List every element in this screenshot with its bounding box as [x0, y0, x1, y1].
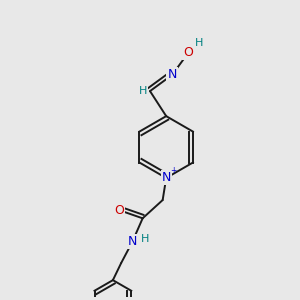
Text: H: H	[195, 38, 204, 47]
Text: N: N	[167, 68, 177, 81]
Text: N: N	[128, 236, 137, 248]
Text: O: O	[183, 46, 193, 59]
Text: H: H	[140, 234, 149, 244]
Text: N: N	[161, 172, 171, 184]
Text: +: +	[170, 167, 176, 176]
Text: O: O	[114, 204, 124, 218]
Text: H: H	[139, 86, 147, 96]
